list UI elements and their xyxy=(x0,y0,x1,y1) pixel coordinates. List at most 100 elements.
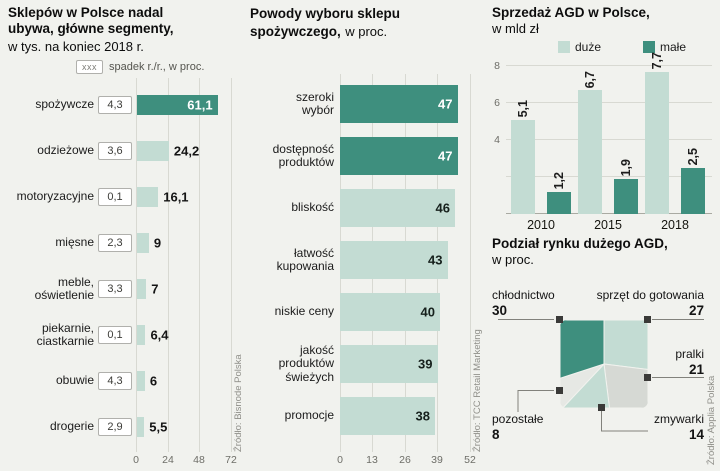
male-swatch-icon xyxy=(642,41,655,53)
bar-male-2010: 1,2 xyxy=(547,172,571,214)
x-tick: 39 xyxy=(431,454,443,466)
slice-value: 27 xyxy=(688,303,704,318)
shops-title-block: Sklepów w Polsce nadal ubywa, główne seg… xyxy=(8,5,208,54)
bar-value-label: 7 xyxy=(151,281,159,297)
bar-value-label: 24,2 xyxy=(173,143,200,159)
bar: 6,4 xyxy=(137,325,169,345)
bar-duze-2015: 6,7 xyxy=(578,71,602,214)
slice-label-zmywarki: zmywarki 14 xyxy=(598,412,704,444)
legend-note-box: xxx xyxy=(76,60,103,74)
slice-name: sprzęt do gotowania xyxy=(596,288,704,302)
bar: 47 xyxy=(340,137,458,175)
legend-label: małe xyxy=(659,40,686,54)
category-label: drogerie xyxy=(49,419,94,434)
x-tick: 13 xyxy=(366,454,378,466)
category-label: bliskość xyxy=(291,200,334,215)
bar: 40 xyxy=(340,293,440,331)
bar: 7 xyxy=(137,279,158,299)
gridline xyxy=(506,176,712,177)
reasons-title: Powody wyboru sklepu spożywczego, xyxy=(250,6,401,39)
bar-value-label: 39 xyxy=(418,356,433,372)
reasons-row: bliskość 46 xyxy=(250,182,480,234)
bar-value-label: 6 xyxy=(149,373,158,389)
gridline xyxy=(199,78,200,452)
category-label: szeroki wybór xyxy=(295,89,334,117)
bar-value-label: 9 xyxy=(153,235,162,251)
bar: 24,2 xyxy=(137,141,199,161)
shops-row: drogerie 2,9 5,5 xyxy=(8,404,240,450)
agd-legend: duże małe xyxy=(558,40,686,54)
bar-value-label: 5,5 xyxy=(149,419,168,435)
drop-value-box: 3,6 xyxy=(98,142,132,160)
slice-value: 30 xyxy=(492,303,508,318)
category-label: jakość produktów świeżych xyxy=(278,342,334,384)
reasons-title-block: Powody wyboru sklepu spożywczego, w proc… xyxy=(250,5,466,41)
year-label: 2015 xyxy=(594,218,622,232)
category-label: piekarnie, ciastkarnie xyxy=(36,320,94,348)
y-tick: 4 xyxy=(494,134,500,146)
slice-name: pralki xyxy=(675,347,704,361)
shops-subtitle: w tys. na koniec 2018 r. xyxy=(8,38,144,54)
bar: 5,5 xyxy=(137,417,167,437)
legend-item-male: małe xyxy=(642,40,686,54)
bar-duze-2010: 5,1 xyxy=(511,100,535,214)
bar-value-label: 43 xyxy=(428,252,443,268)
reasons-row: promocje 38 xyxy=(250,390,480,442)
agd-sales-title: Sprzedaż AGD w Polsce, xyxy=(492,5,650,20)
category-label: motoryzacyjne xyxy=(16,189,94,204)
bar-male-2015: 1,9 xyxy=(614,159,638,214)
category-label: łatwość kupowania xyxy=(276,245,334,273)
agd-market-subtitle: w proc. xyxy=(492,251,534,267)
bar: 47 xyxy=(340,85,458,123)
agd-plot-area: 5,1 1,2 6,7 1,9 7,7 2,5 xyxy=(506,52,712,214)
agd-market-source: Źródło: Applia Polska xyxy=(706,375,717,465)
marker-pralki-icon xyxy=(644,374,651,381)
drop-value-box: 4,3 xyxy=(98,372,132,390)
bar-value-label: 6,4 xyxy=(150,327,169,343)
bar-value-label: 46 xyxy=(435,200,450,216)
category-label: obuwie xyxy=(55,373,94,388)
shops-row: obuwie 4,3 6 xyxy=(8,358,240,404)
y-tick: 6 xyxy=(494,97,500,109)
shops-title: Sklepów w Polsce nadal ubywa, główne seg… xyxy=(8,5,174,36)
reasons-row: jakość produktów świeżych 39 xyxy=(250,338,480,390)
legend-note-text: spadek r./r., w proc. xyxy=(109,61,205,73)
slice-name: pozostałe xyxy=(492,412,544,426)
slice-value: 21 xyxy=(688,362,704,377)
slice-label-pozostale: pozostałe 8 xyxy=(492,412,582,444)
category-label: mięsne xyxy=(55,235,94,250)
bar-duze-2018: 7,7 xyxy=(645,52,669,214)
gridline xyxy=(136,78,137,452)
y-tick: 8 xyxy=(494,60,500,72)
category-label: odzieżowe xyxy=(37,143,94,158)
shops-row: meble, oświetlenie 3,3 7 xyxy=(8,266,240,312)
bar-value-label: 16,1 xyxy=(163,189,189,205)
slice-value: 14 xyxy=(688,427,704,442)
gridline xyxy=(506,139,712,140)
connector-zmywarki xyxy=(601,411,648,432)
drop-value-box: 3,3 xyxy=(98,280,132,298)
marker-chlodnictwo-icon xyxy=(556,316,563,323)
slice-label-pralki: pralki 21 xyxy=(598,347,704,379)
reasons-row: łatwość kupowania 43 xyxy=(250,234,480,286)
bar: 6 xyxy=(137,371,157,391)
category-label: promocje xyxy=(284,408,334,423)
slice-name: chłodnictwo xyxy=(492,288,555,302)
shops-row: piekarnie, ciastkarnie 0,1 6,4 xyxy=(8,312,240,358)
agd-market-title-block: Podział rynku dużego AGD, w proc. xyxy=(492,236,712,268)
bar: 43 xyxy=(340,241,448,279)
x-tick: 72 xyxy=(225,454,237,466)
shops-legend-note: xxx spadek r./r., w proc. xyxy=(76,60,204,74)
bar: 46 xyxy=(340,189,455,227)
x-tick: 24 xyxy=(162,454,174,466)
category-label: meble, oświetlenie xyxy=(34,274,94,302)
reasons-row: niskie ceny 40 xyxy=(250,286,480,338)
slice-value: 8 xyxy=(492,427,500,442)
x-tick: 0 xyxy=(133,454,139,466)
marker-sprzet-icon xyxy=(644,316,651,323)
shops-row: spożywcze 4,3 61,1 xyxy=(8,82,240,128)
bar: 9 xyxy=(137,233,161,253)
